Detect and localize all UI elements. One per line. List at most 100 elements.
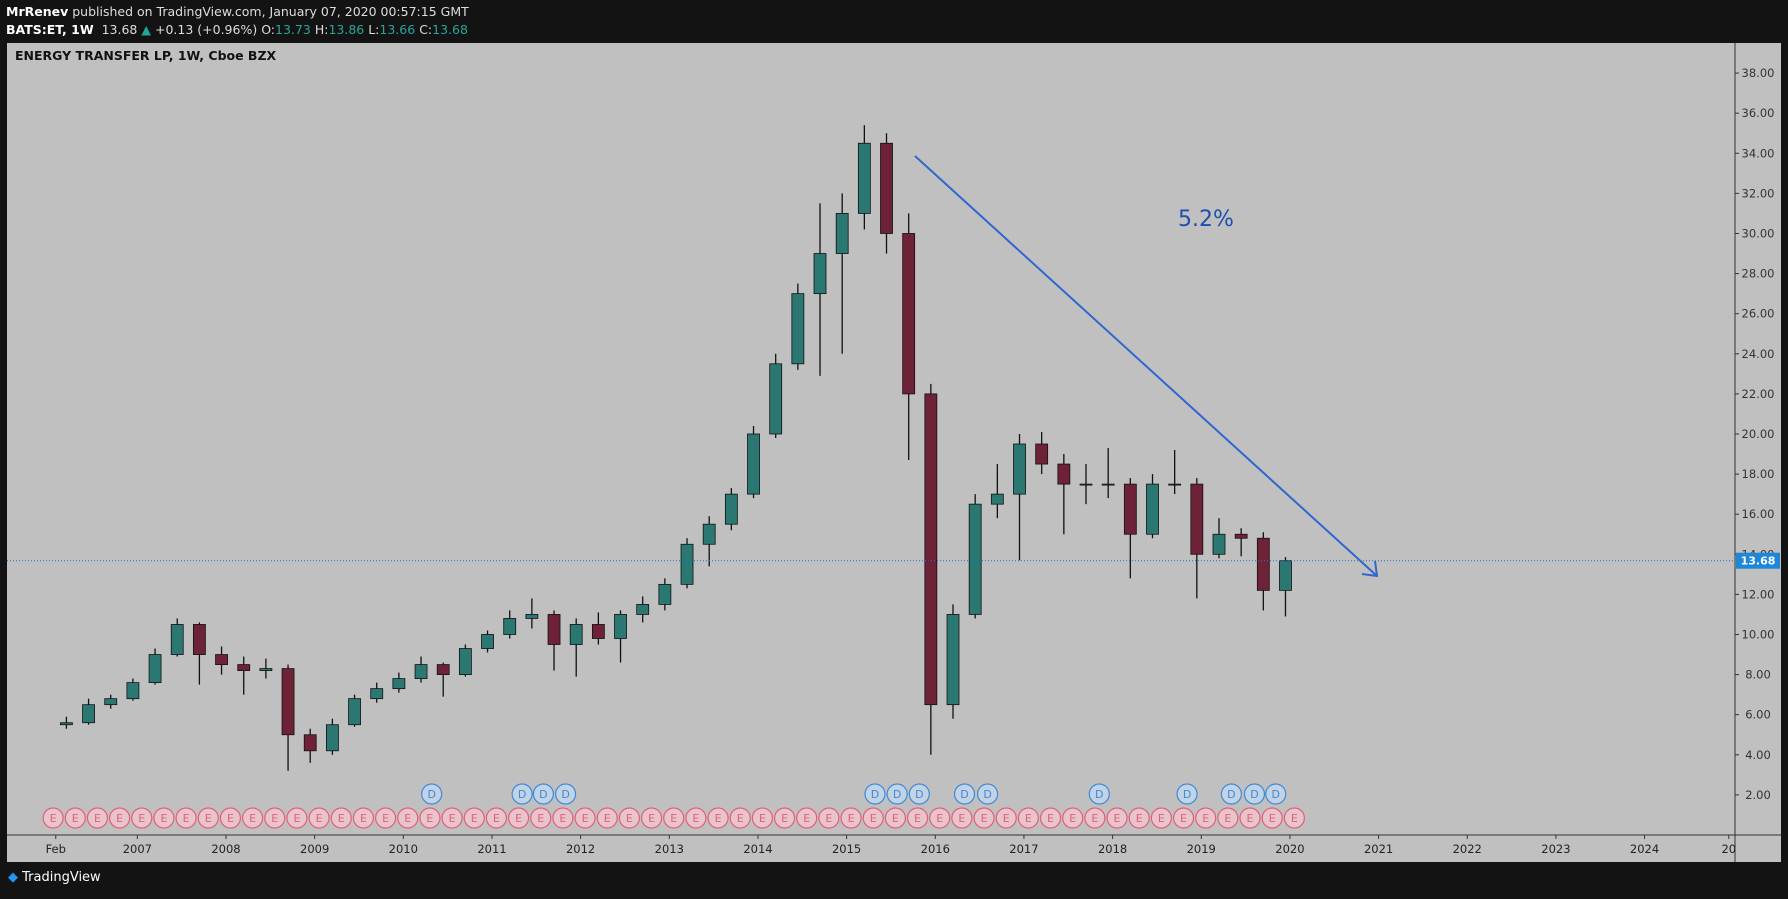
event-label: E (404, 812, 411, 825)
candle-body (1279, 560, 1292, 591)
y-tick-label: 36.00 (1742, 106, 1775, 120)
publisher: MrRenev (6, 4, 69, 19)
event-marker (1220, 783, 1243, 805)
candle-body (392, 678, 406, 690)
x-tick-label: 2012 (566, 842, 595, 856)
event-label: E (559, 812, 566, 825)
event-label: E (1069, 812, 1076, 825)
event-label: E (781, 812, 788, 825)
y-tick-label: 10.00 (1742, 627, 1775, 641)
event-marker (1088, 783, 1110, 805)
candle-body (525, 614, 539, 619)
x-tick-label: 2014 (743, 842, 772, 856)
event-marker (1176, 783, 1198, 805)
event-label: E (803, 812, 810, 825)
event-label: E (870, 812, 877, 825)
event-marker (530, 807, 552, 829)
event-marker (1106, 807, 1128, 829)
y-tick-label: 38.00 (1742, 66, 1775, 80)
x-tick-label: 2011 (477, 842, 506, 856)
event-marker (1128, 807, 1150, 829)
candle-body (990, 493, 1004, 505)
event-marker (108, 807, 131, 829)
event-label: E (1091, 812, 1098, 825)
event-marker (419, 807, 441, 829)
event-label: E (72, 812, 79, 825)
last: 13.68 (101, 22, 138, 37)
x-tick-label: 2020 (1275, 842, 1304, 856)
event-marker (308, 807, 330, 829)
candle-body (1146, 483, 1159, 535)
x-tick-label: Feb (46, 842, 66, 856)
candle-body (924, 393, 938, 706)
event-marker (153, 807, 175, 829)
annotation: 5.2% (1178, 207, 1234, 232)
event-marker (773, 807, 796, 829)
event-marker (663, 807, 685, 829)
event-label: E (493, 812, 500, 825)
event-marker (1017, 807, 1039, 829)
event-label: E (116, 812, 123, 825)
event-marker (951, 807, 973, 829)
candle-body (303, 734, 317, 752)
event-marker (1062, 807, 1084, 829)
trend-arrow (914, 155, 1378, 577)
l: 13.66 (379, 22, 416, 37)
price-label: 13.68 (1741, 555, 1776, 568)
event-label: E (737, 812, 744, 825)
event-label: E (426, 812, 433, 825)
chart-bg (7, 43, 1781, 862)
x-tick-label: 2013 (655, 842, 684, 856)
event-label: E (94, 812, 101, 825)
candle-body (747, 433, 760, 495)
event-label: D (960, 788, 968, 801)
event-label: E (582, 812, 589, 825)
event-marker (219, 807, 242, 829)
event-label: E (205, 812, 212, 825)
brand: TradingView (22, 870, 101, 885)
candle-body (880, 142, 893, 234)
event-label: E (316, 812, 323, 825)
x-tick-label: 2008 (211, 842, 240, 856)
candle-body (813, 253, 827, 295)
candle-body (614, 614, 627, 639)
event-marker (1265, 783, 1287, 805)
candle-body (215, 654, 228, 665)
candle-body (1013, 443, 1026, 495)
event-marker (929, 807, 951, 829)
event-marker (352, 807, 375, 829)
event-marker (840, 807, 862, 829)
candle-body (1168, 483, 1182, 486)
candle-body (636, 604, 650, 615)
symbol: BATS:ET, 1W (6, 22, 94, 37)
y-tick-label: 28.00 (1742, 267, 1775, 281)
event-label: E (160, 812, 167, 825)
event-label: D (518, 788, 526, 801)
x-tick-label: 2018 (1098, 842, 1127, 856)
event-label: E (825, 812, 832, 825)
event-marker (884, 807, 906, 829)
event-marker (86, 807, 109, 829)
y-tick-label: 26.00 (1742, 307, 1775, 321)
event-label: E (1047, 812, 1054, 825)
event-label: D (1227, 788, 1235, 801)
y-tick-label: 2.00 (1745, 788, 1771, 802)
event-marker (1195, 807, 1217, 829)
event-label: E (1224, 812, 1231, 825)
event-marker (1243, 783, 1266, 805)
event-label: E (537, 812, 544, 825)
event-marker (264, 807, 286, 829)
candle-body (591, 624, 605, 639)
y-tick-label: 16.00 (1742, 507, 1775, 521)
event-label: E (715, 812, 722, 825)
candle-body (458, 648, 472, 675)
event-marker (507, 807, 530, 829)
event-label: E (692, 812, 699, 825)
event-marker (864, 783, 886, 805)
y-tick-label: 22.00 (1742, 387, 1775, 401)
event-marker (1283, 807, 1305, 829)
x-tick-label: 20 (1721, 842, 1736, 856)
event-marker (908, 783, 930, 805)
y-tick-label: 8.00 (1745, 668, 1771, 682)
candle-body (436, 664, 450, 675)
